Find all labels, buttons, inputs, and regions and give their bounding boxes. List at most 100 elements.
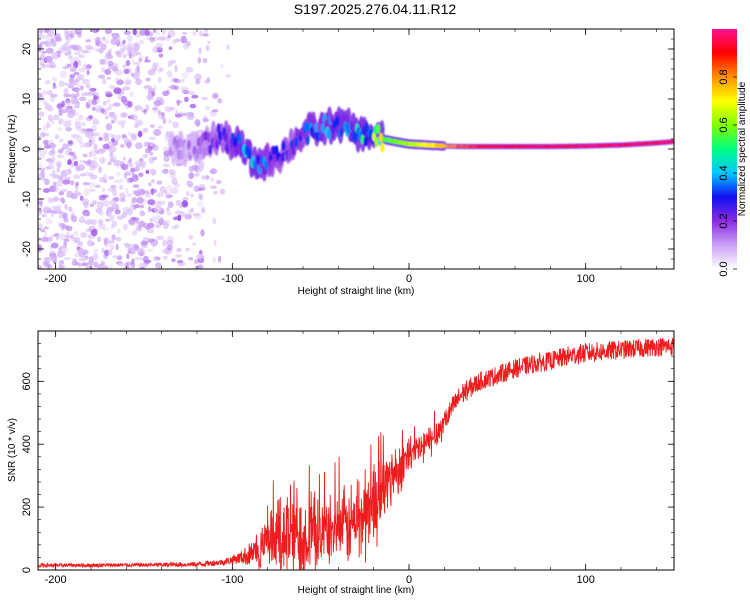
heatmap-cell	[170, 106, 176, 111]
heatmap-cell	[108, 200, 117, 206]
heatmap-ridge-core	[216, 123, 221, 134]
heatmap-cell	[64, 30, 67, 38]
heatmap-cell	[132, 204, 137, 211]
heatmap-cell	[212, 257, 216, 264]
heatmap-cell	[139, 189, 146, 196]
heatmap-cell	[76, 244, 83, 249]
heatmap-cell	[65, 225, 73, 232]
snr-series-line	[38, 337, 674, 570]
heatmap-y-label: Frequency (Hz)	[7, 115, 18, 184]
heatmap-cell	[128, 220, 136, 227]
heatmap-cell	[47, 30, 55, 38]
heatmap-cell	[103, 238, 108, 246]
heatmap-cell	[120, 95, 128, 103]
heatmap-cell	[78, 258, 87, 262]
heatmap-cell	[65, 149, 70, 156]
heatmap-cell	[46, 121, 51, 126]
heatmap-cell	[107, 48, 113, 52]
heatmap-cell	[213, 239, 217, 247]
heatmap-cell	[113, 117, 117, 123]
heatmap-cell	[87, 92, 95, 96]
heatmap-cell	[38, 265, 43, 269]
heatmap-cell	[43, 205, 48, 213]
heatmap-cell	[59, 70, 68, 78]
heatmap-cell	[48, 142, 57, 150]
heatmap-cell	[123, 223, 128, 231]
heatmap-cell	[148, 136, 157, 140]
heatmap-cell	[125, 264, 130, 269]
heatmap-cell	[173, 85, 180, 91]
heatmap-cell	[184, 213, 192, 220]
heatmap-cell	[119, 177, 124, 183]
heatmap-cell	[92, 118, 100, 126]
colorbar-tick-label: 0.8	[718, 69, 730, 84]
heatmap-cell	[81, 49, 88, 54]
heatmap-cell	[168, 169, 176, 175]
heatmap-cell	[41, 63, 46, 69]
heatmap-cell	[44, 166, 51, 170]
chart-title: S197.2025.276.04.11.R12	[293, 1, 457, 17]
heatmap-ridge-core	[281, 140, 286, 151]
heatmap-cell	[162, 163, 171, 168]
heatmap-cell	[175, 110, 179, 115]
heatmap-cell	[91, 98, 97, 106]
heatmap-cell	[63, 88, 69, 96]
heatmap-cell	[40, 170, 45, 177]
heatmap-cell	[159, 186, 166, 193]
heatmap-cell	[68, 168, 72, 174]
heatmap-cell	[116, 120, 125, 126]
heatmap-cell	[153, 99, 162, 107]
heatmap-cell	[64, 203, 68, 210]
heatmap-cell	[61, 226, 64, 231]
heatmap-cell	[94, 36, 101, 43]
heatmap-cell	[197, 57, 202, 64]
heatmap-cell	[69, 44, 76, 49]
heatmap-cell	[122, 54, 127, 59]
heatmap-cell	[72, 258, 77, 263]
heatmap-cell	[162, 146, 171, 152]
snr-x-ticks: -200 -100 0 100	[45, 331, 657, 586]
heatmap-cell	[54, 134, 60, 139]
heatmap-cell	[171, 258, 176, 263]
heatmap-cell	[75, 261, 81, 266]
heatmap-cell	[89, 164, 96, 171]
heatmap-cell	[55, 175, 64, 179]
heatmap-cell	[109, 151, 114, 158]
heatmap-cell	[93, 249, 99, 253]
heatmap-cell	[182, 43, 190, 50]
heatmap-cell	[147, 205, 152, 213]
heatmap-cell	[52, 114, 60, 121]
heatmap-cell	[140, 240, 148, 246]
heatmap-cell	[194, 73, 202, 81]
heatmap-cell	[120, 198, 126, 203]
heatmap-cell	[201, 175, 207, 181]
heatmap-cell	[182, 89, 190, 95]
heatmap-cell	[86, 70, 90, 75]
heatmap-cell	[197, 165, 204, 172]
heatmap-cell	[83, 63, 87, 71]
heatmap-cell	[58, 80, 65, 88]
heatmap-x-tick-label: -200	[45, 273, 67, 285]
heatmap-cell	[91, 162, 99, 169]
heatmap-cell	[140, 162, 145, 170]
heatmap-cell	[145, 77, 151, 82]
heatmap-cell	[165, 185, 173, 191]
heatmap-cell	[202, 33, 209, 37]
heatmap-cell	[135, 226, 143, 232]
heatmap-cell	[81, 78, 90, 85]
heatmap-cell	[47, 107, 54, 112]
heatmap-cell	[126, 192, 132, 197]
heatmap-cell	[68, 55, 73, 59]
heatmap-cell	[38, 154, 45, 159]
heatmap-cell	[161, 170, 169, 173]
heatmap-cell	[38, 223, 44, 229]
heatmap-ridge-core	[291, 145, 296, 156]
heatmap-cell	[94, 144, 98, 149]
heatmap-cell	[167, 119, 173, 125]
heatmap-cell	[86, 46, 95, 51]
heatmap-cell	[102, 265, 109, 269]
heatmap-cell	[135, 219, 139, 224]
heatmap-ridge-core	[314, 122, 319, 133]
colorbar-fill	[712, 29, 737, 269]
heatmap-cell	[167, 201, 174, 209]
